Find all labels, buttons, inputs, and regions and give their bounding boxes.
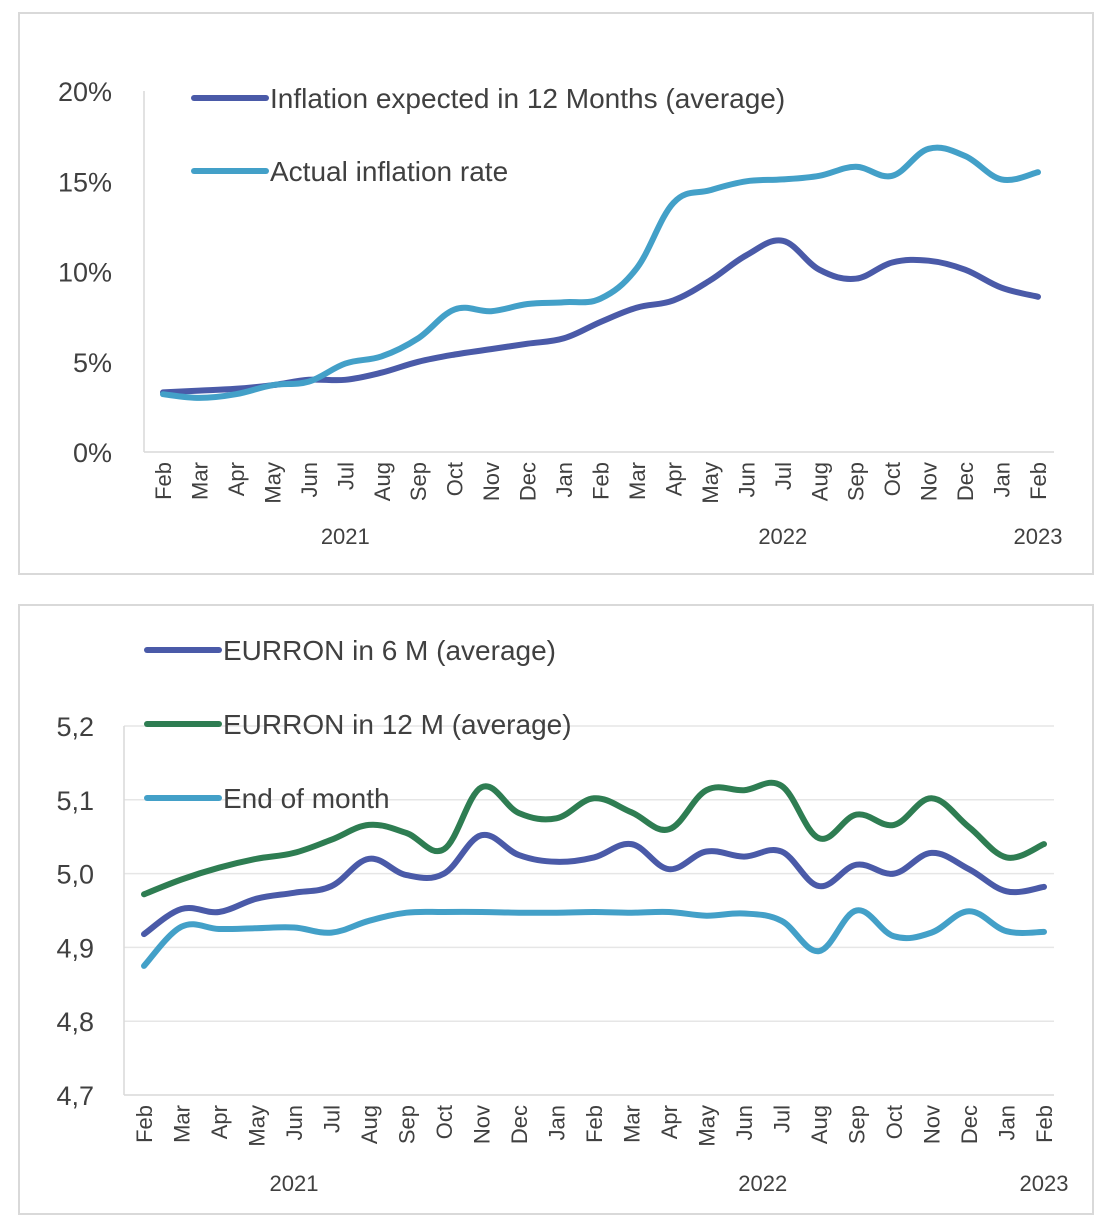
x-tick-label: Aug xyxy=(807,462,832,501)
y-tick-label: 0% xyxy=(73,438,112,468)
y-tick-label: 5,2 xyxy=(56,712,94,742)
x-tick-label: Jan xyxy=(552,462,577,497)
legend-label: Actual inflation rate xyxy=(270,156,508,187)
x-tick-label: Feb xyxy=(589,462,614,500)
x-tick-label: Sep xyxy=(395,1105,420,1144)
x-tick-label: Jun xyxy=(732,1105,757,1140)
year-label: 2021 xyxy=(270,1171,319,1196)
legend-label: EURRON in 6 M (average) xyxy=(223,635,556,666)
x-tick-label: Aug xyxy=(370,462,395,501)
y-tick-label: 5,1 xyxy=(56,786,94,816)
y-tick-label: 5% xyxy=(73,348,112,378)
x-tick-label: Jan xyxy=(545,1105,570,1140)
x-tick-label: Jul xyxy=(333,462,358,490)
y-tick-label: 4,9 xyxy=(56,933,94,963)
series-line xyxy=(160,144,1041,401)
x-tick-label: Dec xyxy=(953,462,978,501)
x-tick-label: Aug xyxy=(807,1105,832,1144)
series-line xyxy=(141,779,1047,898)
legend-label: EURRON in 12 M (average) xyxy=(223,709,572,740)
x-tick-label: Jun xyxy=(734,462,759,497)
y-tick-label: 5,0 xyxy=(56,860,94,890)
x-tick-label: Jan xyxy=(995,1105,1020,1140)
x-tick-label: Oct xyxy=(443,462,468,496)
year-label: 2022 xyxy=(738,1171,787,1196)
x-tick-label: Feb xyxy=(1026,462,1051,500)
year-label: 2023 xyxy=(1014,524,1063,549)
y-tick-label: 10% xyxy=(58,258,112,288)
series-line xyxy=(160,237,1041,396)
x-tick-label: Aug xyxy=(357,1105,382,1144)
x-tick-label: Apr xyxy=(224,462,249,496)
x-tick-label: May xyxy=(260,462,285,504)
x-tick-label: Jun xyxy=(297,462,322,497)
x-tick-label: May xyxy=(245,1105,270,1147)
x-tick-label: Mar xyxy=(170,1105,195,1143)
x-tick-label: Mar xyxy=(620,1105,645,1143)
legend-label: End of month xyxy=(223,783,390,814)
x-tick-label: Feb xyxy=(582,1105,607,1143)
legend-label: Inflation expected in 12 Months (average… xyxy=(270,83,785,114)
y-tick-label: 20% xyxy=(58,77,112,107)
x-tick-label: Sep xyxy=(844,462,869,501)
x-tick-label: Apr xyxy=(661,462,686,496)
x-tick-label: Jan xyxy=(990,462,1015,497)
x-tick-label: Oct xyxy=(882,1105,907,1139)
eurron-chart: 4,7 4,8 4,9 5,0 5,1 5,2 Feb Mar Apr May Jun Jul Aug S… xyxy=(56,635,1069,1196)
x-tick-label: Nov xyxy=(479,462,504,501)
inflation-chart-panel: 0% 5% 10% 15% 20% Feb Mar Apr May Jun Jul Aug Sep Oct… xyxy=(18,12,1094,575)
x-tick-label: Feb xyxy=(132,1105,157,1143)
x-tick-label: Oct xyxy=(880,462,905,496)
x-tick-label: Nov xyxy=(470,1105,495,1144)
x-tick-label: Feb xyxy=(1032,1105,1057,1143)
y-tick-label: 4,8 xyxy=(56,1007,94,1037)
year-label: 2022 xyxy=(758,524,807,549)
year-label: 2023 xyxy=(1020,1171,1069,1196)
y-tick-label: 4,7 xyxy=(56,1081,94,1111)
eurron-chart-panel: 4,7 4,8 4,9 5,0 5,1 5,2 Feb Mar Apr May Jun Jul Aug S… xyxy=(18,604,1094,1215)
x-tick-label: Jun xyxy=(282,1105,307,1140)
x-tick-label: Jul xyxy=(320,1105,345,1133)
x-tick-label: Nov xyxy=(917,462,942,501)
series-line xyxy=(141,831,1047,938)
y-tick-label: 15% xyxy=(58,167,112,197)
x-tick-label: Sep xyxy=(406,462,431,501)
inflation-chart: 0% 5% 10% 15% 20% Feb Mar Apr May Jun Jul Aug Sep Oct… xyxy=(58,77,1063,549)
x-tick-label: Dec xyxy=(516,462,541,501)
x-tick-label: Jul xyxy=(771,462,796,490)
x-tick-label: Jul xyxy=(770,1105,795,1133)
x-tick-label: May xyxy=(698,462,723,504)
year-label: 2021 xyxy=(321,524,370,549)
series-line xyxy=(141,907,1047,969)
x-tick-label: Feb xyxy=(151,462,176,500)
x-tick-label: Mar xyxy=(625,462,650,500)
x-tick-label: Apr xyxy=(657,1105,682,1139)
x-tick-label: Oct xyxy=(432,1105,457,1139)
x-tick-label: Sep xyxy=(845,1105,870,1144)
x-tick-label: Apr xyxy=(207,1105,232,1139)
x-tick-label: May xyxy=(695,1105,720,1147)
x-tick-label: Dec xyxy=(957,1105,982,1144)
x-tick-label: Mar xyxy=(188,462,213,500)
x-tick-label: Dec xyxy=(507,1105,532,1144)
x-tick-label: Nov xyxy=(920,1105,945,1144)
